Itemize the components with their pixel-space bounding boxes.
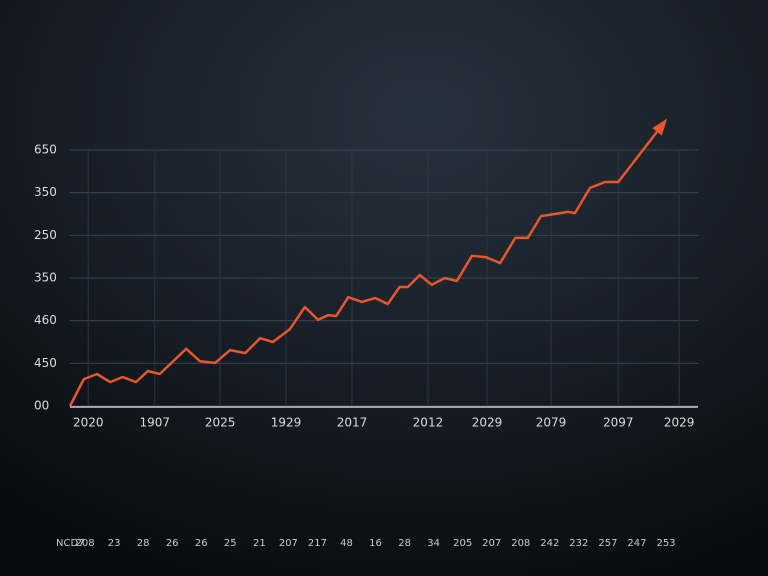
y-tick-label: 460 — [34, 313, 57, 327]
y-tick-label: 350 — [34, 185, 57, 199]
x-tick-label: 2097 — [603, 416, 634, 430]
x-tick-label: 2029 — [472, 416, 503, 430]
x-tick-label: 2020 — [73, 416, 104, 430]
footer-label: 26 — [195, 538, 208, 549]
y-tick-label: 650 — [34, 143, 57, 157]
footer-label: 26 — [166, 538, 179, 549]
y-tick-label: 250 — [34, 228, 57, 242]
x-tick-label: 2025 — [205, 416, 236, 430]
x-tick-label: 2017 — [337, 416, 368, 430]
grid — [70, 149, 698, 407]
footer-label: 242 — [540, 538, 559, 549]
footer-label: NCD7 — [56, 538, 85, 549]
x-tick-label: 1907 — [140, 416, 171, 430]
footer-label: 28 — [398, 538, 411, 549]
footer-label: 208 — [511, 538, 530, 549]
footer-label: 257 — [598, 538, 617, 549]
footer-label: 205 — [453, 538, 472, 549]
y-tick-label: 450 — [34, 356, 57, 370]
footer-label: 217 — [308, 538, 327, 549]
footer-label: 207 — [482, 538, 501, 549]
x-tick-label: 1929 — [271, 416, 302, 430]
y-tick-label: 350 — [34, 271, 57, 285]
x-tick-label: 2029 — [664, 416, 695, 430]
footer-label: 253 — [656, 538, 675, 549]
footer-label: 232 — [569, 538, 588, 549]
arrow-head — [652, 118, 668, 136]
footer-label: 23 — [108, 538, 121, 549]
footer-label: 34 — [427, 538, 440, 549]
x-tick-label: 2079 — [536, 416, 567, 430]
footer-label: 208 — [76, 538, 95, 549]
footer-label: 16 — [369, 538, 382, 549]
footer-label: 28 — [137, 538, 150, 549]
x-tick-label: 2012 — [413, 416, 444, 430]
plot — [68, 118, 668, 407]
footer-label: 207 — [279, 538, 298, 549]
footer-label: 247 — [627, 538, 646, 549]
y-tick-label: 00 — [34, 399, 49, 413]
footer-label: 21 — [253, 538, 266, 549]
data-line — [68, 121, 666, 407]
footer-label: 25 — [224, 538, 237, 549]
footer-label: 48 — [340, 538, 353, 549]
